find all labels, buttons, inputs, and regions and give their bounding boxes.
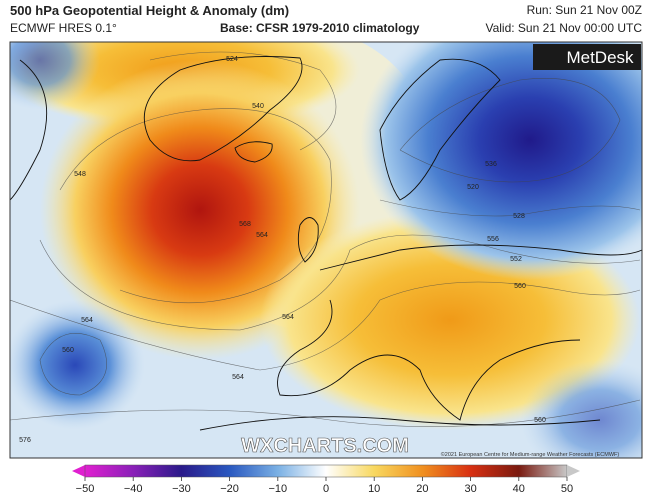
contour xyxy=(10,399,641,427)
colorbar-end xyxy=(567,465,580,477)
contour-label: 552 xyxy=(510,256,522,263)
contour-label: 520 xyxy=(467,184,479,191)
contour-label: 560 xyxy=(534,417,546,424)
contour xyxy=(59,108,332,304)
field-blob xyxy=(520,360,642,458)
colorbar-tick-label: 10 xyxy=(368,483,380,495)
colorbar-tick-label: 20 xyxy=(416,483,428,495)
valid: Valid: Sun 21 Nov 00:00 UTC xyxy=(485,21,642,35)
britain xyxy=(297,217,319,263)
field-blob xyxy=(10,300,145,430)
contour-label: 556 xyxy=(487,236,499,243)
colorbar-tick-label: 50 xyxy=(561,483,573,495)
logo: MetDesk xyxy=(566,48,634,67)
logo-box xyxy=(533,44,641,70)
field-blob xyxy=(10,42,100,110)
colorbar xyxy=(84,464,568,478)
field-blob xyxy=(360,42,642,280)
contour-label: 536 xyxy=(485,161,497,168)
model: ECMWF HRES 0.1° xyxy=(10,21,117,35)
contour xyxy=(39,234,641,331)
contour-label: 540 xyxy=(252,103,264,110)
canada xyxy=(10,59,48,201)
contour xyxy=(379,199,641,217)
base: Base: CFSR 1979-2010 climatology xyxy=(220,21,420,35)
colorbar-tick-label: 40 xyxy=(513,483,525,495)
colorbar-tick-label: −20 xyxy=(220,483,239,495)
map-frame xyxy=(9,41,643,459)
contour-label: 528 xyxy=(513,213,525,220)
contour-label: 568 xyxy=(239,221,251,228)
contour-label: 548 xyxy=(74,171,86,178)
contour xyxy=(149,51,337,151)
watermark: WXCHARTS.COM xyxy=(241,435,409,457)
iceland xyxy=(234,141,273,163)
contour-label: 524 xyxy=(226,56,238,63)
contour-labels: 524 540 548 568 564 564 564 564 576 536 520 528 556 5… xyxy=(19,56,546,444)
contour-label: 564 xyxy=(81,317,93,324)
contour-label: 564 xyxy=(256,232,268,239)
contour xyxy=(10,281,641,371)
contour xyxy=(39,333,107,396)
colorbar-tick-label: −30 xyxy=(172,483,191,495)
greenland xyxy=(143,56,303,162)
run: Run: Sun 21 Nov 00Z xyxy=(526,3,642,17)
title: 500 hPa Geopotential Height & Anomaly (d… xyxy=(10,3,290,18)
africa xyxy=(199,416,601,431)
map-field xyxy=(10,42,642,458)
coastlines xyxy=(10,56,642,431)
contour-label: 564 xyxy=(282,314,294,321)
scandinavia xyxy=(379,58,501,201)
colorbar-tick-label: 0 xyxy=(323,483,329,495)
colorbar-tick-label: 30 xyxy=(464,483,476,495)
colorbar-end xyxy=(72,465,85,477)
colorbar-tick-label: −50 xyxy=(76,483,95,495)
colorbar-tick-label: −40 xyxy=(124,483,143,495)
contours xyxy=(10,51,641,427)
contour-label: 560 xyxy=(62,347,74,354)
colorbar-ticks: −50 −40 −30 −20 −10 0 10 20 30 40 50 xyxy=(76,477,573,495)
contour xyxy=(399,78,621,183)
copyright: ©2021 European Centre for Medium-range W… xyxy=(441,451,620,458)
contour-label: 560 xyxy=(514,283,526,290)
contour-label: 576 xyxy=(19,437,31,444)
contour-label: 564 xyxy=(232,374,244,381)
europe xyxy=(277,244,642,421)
colorbar-tick-label: −10 xyxy=(268,483,287,495)
